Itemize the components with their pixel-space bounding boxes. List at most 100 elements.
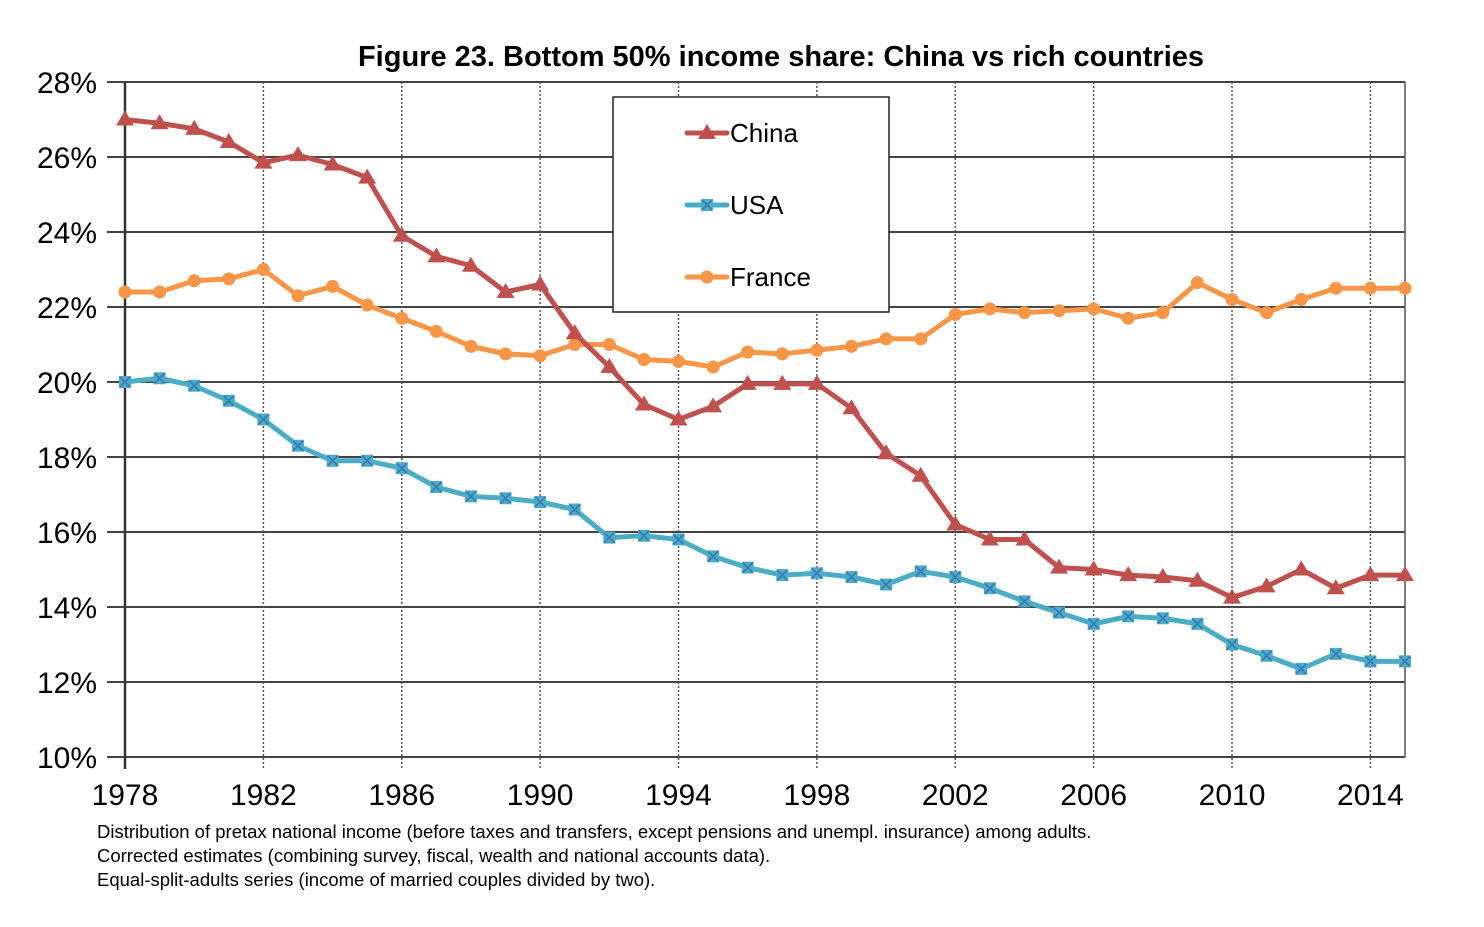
data-point-triangle xyxy=(1257,577,1276,593)
y-tick-label: 12% xyxy=(37,667,97,700)
y-tick-label: 18% xyxy=(37,442,97,475)
data-point-circle xyxy=(222,272,236,286)
data-point-x xyxy=(1018,595,1031,607)
data-point-circle xyxy=(1190,276,1204,290)
data-point-x xyxy=(327,455,339,467)
data-point-circle xyxy=(602,338,616,351)
x-tick-label: 1978 xyxy=(92,779,159,812)
data-point-triangle xyxy=(877,444,896,460)
data-point-circle xyxy=(914,332,928,346)
x-tick-label: 1990 xyxy=(507,779,574,812)
data-point-x xyxy=(361,455,373,467)
data-point-circle xyxy=(948,308,962,321)
data-point-triangle xyxy=(842,399,861,415)
data-point-x xyxy=(701,199,713,211)
data-point-triangle xyxy=(531,275,550,291)
data-point-circle xyxy=(983,302,997,316)
data-point-x xyxy=(742,562,754,574)
series-china xyxy=(116,110,1414,604)
series-france xyxy=(118,263,1412,374)
data-point-x xyxy=(707,550,719,562)
data-point-triangle xyxy=(116,110,134,126)
data-point-triangle xyxy=(185,119,204,135)
data-point-circle xyxy=(637,353,651,366)
data-point-triangle xyxy=(698,124,716,139)
data-point-circle xyxy=(1260,306,1274,320)
data-point-circle xyxy=(153,285,167,299)
data-point-circle xyxy=(118,285,132,299)
data-point-circle xyxy=(187,274,201,288)
legend-item-usa: USA xyxy=(684,190,784,220)
data-point-x xyxy=(188,380,200,392)
x-tick-label: 1994 xyxy=(645,779,712,812)
data-point-x xyxy=(1330,648,1342,660)
legend-item-china: China xyxy=(684,118,798,148)
data-point-circle xyxy=(1017,306,1031,320)
data-point-circle xyxy=(1087,302,1101,316)
data-point-triangle xyxy=(219,133,238,148)
data-point-circle xyxy=(741,345,755,359)
data-point-circle xyxy=(1121,311,1135,325)
data-point-circle xyxy=(1294,293,1308,306)
data-point-triangle xyxy=(1223,588,1242,604)
y-tick-label: 14% xyxy=(37,592,97,625)
data-point-triangle xyxy=(634,395,653,411)
data-point-x xyxy=(534,496,546,508)
data-point-circle xyxy=(429,324,443,338)
data-point-circle xyxy=(1398,281,1412,295)
data-point-triangle xyxy=(323,155,342,171)
data-point-x xyxy=(984,582,996,594)
data-point-circle xyxy=(810,343,824,357)
data-point-circle xyxy=(464,339,478,353)
y-tick-label: 22% xyxy=(37,292,97,325)
x-tick-label: 2014 xyxy=(1337,779,1404,812)
x-tick-label: 2010 xyxy=(1199,779,1266,812)
data-point-x xyxy=(845,571,858,583)
data-point-circle xyxy=(706,360,720,374)
chart-title: Figure 23. Bottom 50% income share: Chin… xyxy=(358,41,1204,73)
data-point-x xyxy=(1399,655,1411,667)
data-point-circle xyxy=(1225,293,1239,306)
data-point-x xyxy=(811,567,823,579)
data-point-x xyxy=(1191,618,1203,630)
x-tick-label: 2006 xyxy=(1060,779,1127,812)
chart-notes: Distribution of pretax national income (… xyxy=(97,820,1091,892)
data-point-circle xyxy=(533,349,547,363)
data-point-x xyxy=(292,440,304,452)
note-line: Corrected estimates (combining survey, f… xyxy=(97,845,771,866)
data-point-x xyxy=(465,490,477,502)
data-point-circle xyxy=(700,270,714,284)
y-tick-labels: 10% 12% 14% 16% 18% 20% 22% 24% 26% 28% xyxy=(37,67,97,775)
data-point-triangle xyxy=(1361,566,1380,582)
data-point-circle xyxy=(1156,306,1170,320)
axes xyxy=(123,82,1406,769)
data-point-circle xyxy=(256,263,270,276)
data-point-triangle xyxy=(1188,571,1207,587)
data-point-triangle xyxy=(1396,566,1414,582)
data-point-triangle xyxy=(807,374,826,390)
legend-item-france: France xyxy=(684,262,811,292)
data-point-triangle xyxy=(1326,579,1345,595)
data-point-triangle xyxy=(496,283,515,298)
data-point-x xyxy=(1226,638,1238,651)
data-point-x xyxy=(880,578,892,591)
note-line: Equal-split-adults series (income of mar… xyxy=(97,869,656,890)
data-point-x xyxy=(430,481,442,493)
x-tick-label: 1982 xyxy=(230,779,297,812)
data-point-x xyxy=(396,462,408,474)
data-point-triangle xyxy=(461,256,480,272)
data-point-circle xyxy=(1363,281,1377,295)
series-group xyxy=(116,110,1414,675)
data-point-triangle xyxy=(704,397,723,413)
data-point-x xyxy=(776,569,788,581)
data-point-x xyxy=(672,533,685,546)
line-chart: Figure 23. Bottom 50% income share: Chin… xyxy=(37,41,1414,812)
data-point-circle xyxy=(291,289,305,303)
data-point-circle xyxy=(672,354,686,368)
y-tick-label: 10% xyxy=(37,742,97,775)
data-point-triangle xyxy=(1292,560,1311,576)
series-line-france xyxy=(125,267,1405,370)
data-point-x xyxy=(1088,618,1100,630)
data-point-x xyxy=(603,532,615,544)
data-point-circle xyxy=(326,279,340,293)
